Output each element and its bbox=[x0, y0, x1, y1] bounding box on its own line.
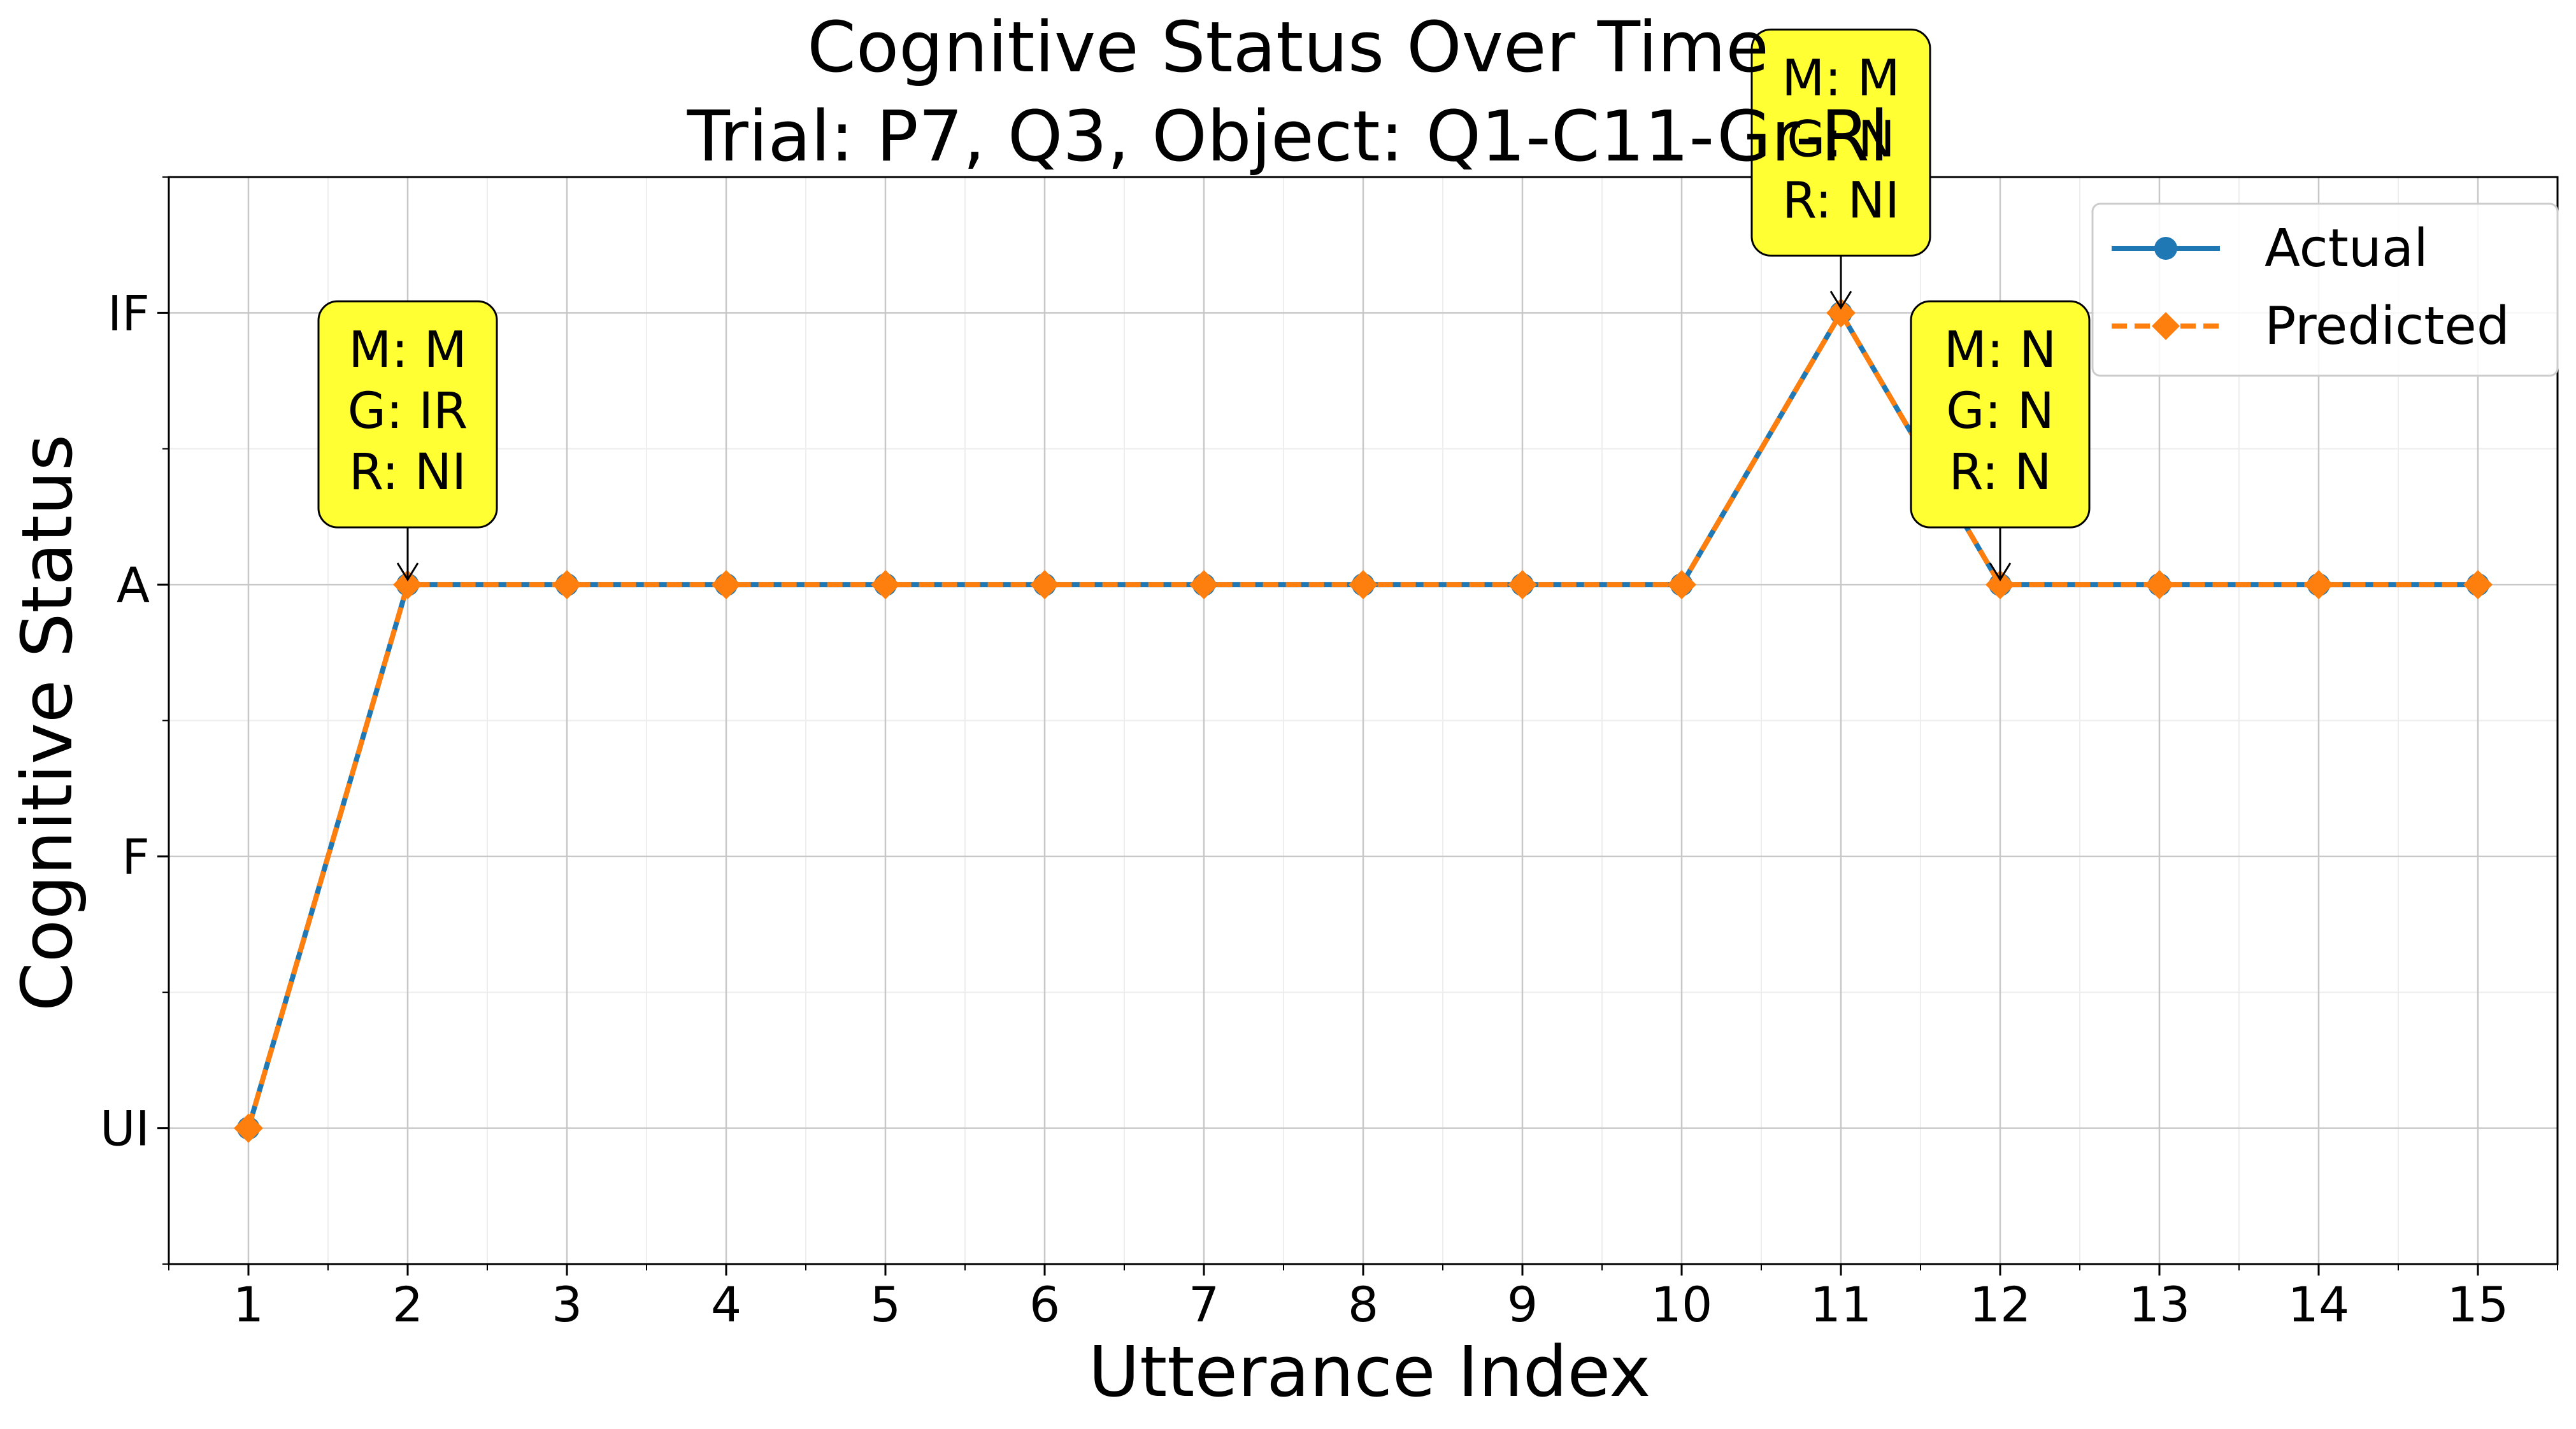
data-point-predicted bbox=[1189, 570, 1219, 600]
x-tick-label: 7 bbox=[1189, 1276, 1219, 1333]
annotation-text: G: N bbox=[1787, 111, 1895, 168]
x-tick-label: 9 bbox=[1507, 1276, 1538, 1333]
data-point-predicted bbox=[1667, 570, 1696, 600]
data-point-predicted bbox=[234, 1113, 263, 1143]
x-tick-label: 11 bbox=[1810, 1276, 1872, 1333]
series-layer bbox=[234, 298, 2493, 1143]
legend-actual-marker bbox=[2154, 237, 2177, 260]
chart-title: Cognitive Status Over Time bbox=[807, 6, 1769, 88]
x-tick-label: 13 bbox=[2129, 1276, 2191, 1333]
x-axis-ticks: 1 2 3 4 5 6 7 8 9 10 11 12 13 14 15 bbox=[168, 1264, 2558, 1333]
data-point-predicted bbox=[552, 570, 582, 600]
x-axis-label: Utterance Index bbox=[1089, 1331, 1651, 1412]
annotation-text: R: NI bbox=[1782, 172, 1900, 229]
data-point-predicted bbox=[1986, 570, 2015, 600]
y-axis-label: Cognitive Status bbox=[6, 434, 88, 1011]
legend-predicted-label: Predicted bbox=[2265, 296, 2510, 357]
annotation-text: M: M bbox=[1782, 50, 1900, 107]
annotation-arrowhead bbox=[1829, 290, 1852, 310]
x-tick-label: 15 bbox=[2447, 1276, 2509, 1333]
annotation-box bbox=[1750, 28, 1931, 257]
data-point-predicted bbox=[871, 570, 900, 600]
annotation-text: G: N bbox=[1946, 383, 2054, 440]
x-tick-label: 5 bbox=[870, 1276, 901, 1333]
y-tick-label: F bbox=[122, 828, 150, 885]
annotation-text: M: M bbox=[348, 322, 467, 379]
y-tick-label: A bbox=[117, 557, 150, 613]
x-tick-label: 1 bbox=[233, 1276, 264, 1333]
x-tick-label: 10 bbox=[1651, 1276, 1713, 1333]
annotation: M: MG: NR: NI bbox=[1750, 28, 1931, 310]
legend: Actual Predicted bbox=[2091, 203, 2559, 377]
data-point-predicted bbox=[2304, 570, 2333, 600]
data-point-predicted bbox=[1508, 570, 1537, 600]
annotation-arrowhead bbox=[1989, 562, 2012, 581]
legend-predicted-marker bbox=[2152, 312, 2180, 340]
x-tick-label: 4 bbox=[711, 1276, 741, 1333]
y-axis-ticks: UI F A IF bbox=[100, 176, 169, 1265]
y-tick-label: UI bbox=[100, 1100, 150, 1157]
annotation-text: R: NI bbox=[349, 444, 466, 501]
chart-subtitle: Trial: P7, Q3, Object: Q1-C11-Gr-Rl bbox=[687, 96, 1889, 177]
annotation: M: NG: NR: N bbox=[1910, 300, 2091, 581]
legend-actual-label: Actual bbox=[2265, 218, 2428, 279]
annotation-text: G: IR bbox=[348, 383, 468, 440]
data-point-predicted bbox=[2145, 570, 2174, 600]
annotation-text: R: N bbox=[1949, 444, 2051, 501]
annotation: M: MG: IRR: NI bbox=[317, 300, 498, 581]
x-tick-label: 2 bbox=[392, 1276, 423, 1333]
data-point-predicted bbox=[2463, 570, 2493, 600]
x-tick-label: 14 bbox=[2288, 1276, 2350, 1333]
annotation-layer: M: MG: IRR: NIM: MG: NR: NIM: NG: NR: N bbox=[317, 28, 2091, 581]
annotation-text: M: N bbox=[1944, 322, 2057, 379]
data-point-predicted bbox=[1826, 298, 1856, 328]
annotation-box bbox=[1910, 300, 2091, 529]
x-tick-label: 12 bbox=[1970, 1276, 2031, 1333]
y-tick-label: IF bbox=[108, 285, 150, 341]
data-point-predicted bbox=[393, 570, 422, 600]
annotation-box bbox=[317, 300, 498, 529]
x-tick-label: 6 bbox=[1029, 1276, 1060, 1333]
x-tick-label: 8 bbox=[1348, 1276, 1378, 1333]
data-point-predicted bbox=[1030, 570, 1059, 600]
data-point-predicted bbox=[1349, 570, 1378, 600]
annotation-arrowhead bbox=[396, 562, 419, 581]
x-tick-label: 3 bbox=[552, 1276, 582, 1333]
data-point-predicted bbox=[712, 570, 741, 600]
